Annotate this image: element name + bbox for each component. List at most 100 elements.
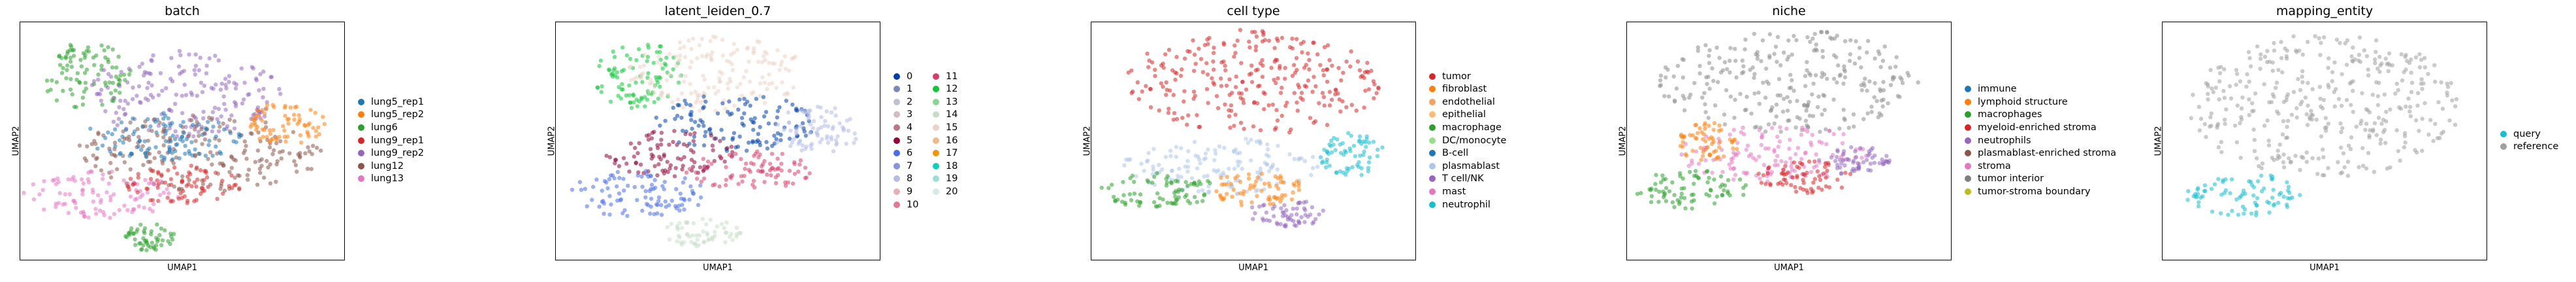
scatter-point bbox=[1238, 191, 1243, 196]
scatter-point bbox=[1836, 63, 1841, 68]
scatter-point bbox=[1251, 101, 1257, 105]
scatter-point bbox=[2246, 50, 2251, 54]
scatter-point bbox=[1293, 71, 1298, 75]
scatter-point bbox=[108, 149, 112, 154]
legend-item: lung9_rep1 bbox=[358, 135, 424, 147]
scatter-point bbox=[63, 192, 68, 197]
scatter-point bbox=[740, 94, 745, 98]
scatter-point bbox=[113, 88, 118, 93]
scatter-point bbox=[2326, 85, 2331, 90]
scatter-point bbox=[722, 226, 726, 230]
scatter-point bbox=[1741, 185, 1746, 190]
legend-item: tumor-stroma boundary bbox=[1965, 186, 2091, 198]
scatter-point bbox=[2272, 48, 2277, 53]
scatter-point bbox=[1099, 185, 1104, 190]
scatter-point bbox=[119, 69, 123, 75]
scatter-point bbox=[121, 178, 126, 183]
legend-label: 4 bbox=[907, 122, 913, 133]
scatter-point bbox=[2440, 107, 2445, 111]
scatter-point bbox=[1355, 59, 1360, 64]
scatter-point bbox=[684, 143, 690, 149]
scatter-point bbox=[255, 183, 260, 187]
legend-label: neutrophils bbox=[1978, 135, 2031, 146]
scatter-point bbox=[756, 132, 761, 136]
scatter-point bbox=[261, 69, 266, 74]
scatter-point bbox=[2433, 79, 2438, 84]
scatter-point bbox=[1330, 63, 1334, 68]
scatter-point bbox=[730, 150, 735, 154]
scatter-point bbox=[751, 51, 756, 56]
scatter-point bbox=[2298, 88, 2303, 92]
scatter-point bbox=[808, 108, 813, 113]
scatter-point bbox=[1192, 52, 1197, 57]
scatter-point bbox=[2287, 190, 2292, 195]
scatter-point bbox=[1317, 101, 1321, 105]
scatter-point bbox=[1219, 197, 1224, 202]
scatter-point bbox=[1299, 90, 1304, 96]
scatter-point bbox=[1150, 60, 1155, 65]
scatter-point bbox=[1816, 185, 1821, 190]
legend-item: T cell/NK bbox=[1429, 173, 1484, 185]
scatter-point bbox=[1296, 201, 1300, 205]
scatter-point bbox=[2342, 165, 2347, 169]
scatter-point bbox=[663, 118, 668, 123]
scatter-point bbox=[1766, 166, 1771, 171]
scatter-point bbox=[1696, 45, 1700, 50]
scatter-point bbox=[834, 142, 839, 147]
scatter-point bbox=[737, 97, 742, 102]
scatter-point bbox=[1661, 177, 1666, 182]
scatter-point bbox=[733, 152, 738, 156]
scatter-point bbox=[1169, 181, 1174, 186]
scatter-point bbox=[1232, 166, 1237, 171]
scatter-point bbox=[643, 169, 649, 173]
scatter-point bbox=[607, 194, 612, 198]
scatter-point bbox=[258, 72, 263, 77]
scatter-point bbox=[779, 138, 783, 143]
scatter-point bbox=[1784, 160, 1788, 165]
scatter-point bbox=[675, 239, 679, 243]
scatter-point bbox=[1257, 83, 1262, 88]
scatter-point bbox=[1312, 120, 1316, 125]
scatter-point bbox=[242, 97, 246, 102]
scatter-point bbox=[1682, 196, 1687, 200]
scatter-point bbox=[148, 198, 153, 203]
scatter-point bbox=[710, 237, 715, 242]
scatter-point bbox=[174, 92, 178, 97]
scatter-point bbox=[1177, 166, 1182, 171]
scatter-point bbox=[748, 169, 752, 174]
scatter-point bbox=[1905, 71, 1910, 75]
scatter-point bbox=[150, 83, 154, 88]
scatter-point bbox=[1831, 97, 1836, 102]
scatter-point bbox=[1337, 97, 1342, 102]
scatter-point bbox=[1258, 128, 1263, 133]
scatter-point bbox=[2270, 155, 2274, 160]
scatter-point bbox=[2234, 82, 2238, 87]
scatter-point bbox=[1835, 80, 1839, 85]
scatter-point bbox=[224, 86, 229, 90]
scatter-point bbox=[169, 56, 174, 60]
scatter-point bbox=[161, 116, 166, 121]
scatter-point bbox=[147, 146, 152, 151]
scatter-point bbox=[22, 190, 26, 195]
scatter-point bbox=[2217, 71, 2223, 76]
scatter-point bbox=[1351, 143, 1357, 149]
scatter-point bbox=[2364, 122, 2369, 126]
scatter-point bbox=[121, 140, 125, 145]
scatter-point bbox=[1707, 54, 1711, 58]
scatter-point bbox=[1280, 214, 1285, 219]
scatter-point bbox=[723, 230, 728, 235]
scatter-point bbox=[848, 116, 852, 122]
scatter-point bbox=[100, 143, 105, 148]
scatter-point bbox=[1841, 107, 1846, 112]
scatter-point bbox=[711, 148, 715, 152]
scatter-point bbox=[108, 198, 113, 203]
scatter-point bbox=[2394, 81, 2399, 86]
scatter-point bbox=[1664, 199, 1669, 203]
legend-label: 11 bbox=[946, 71, 958, 82]
scatter-point bbox=[2300, 75, 2304, 79]
scatter-point bbox=[1129, 91, 1134, 96]
scatter-point bbox=[1679, 152, 1684, 157]
scatter-point bbox=[1822, 94, 1827, 98]
scatter-point bbox=[2404, 104, 2408, 109]
scatter-point bbox=[1295, 37, 1299, 41]
